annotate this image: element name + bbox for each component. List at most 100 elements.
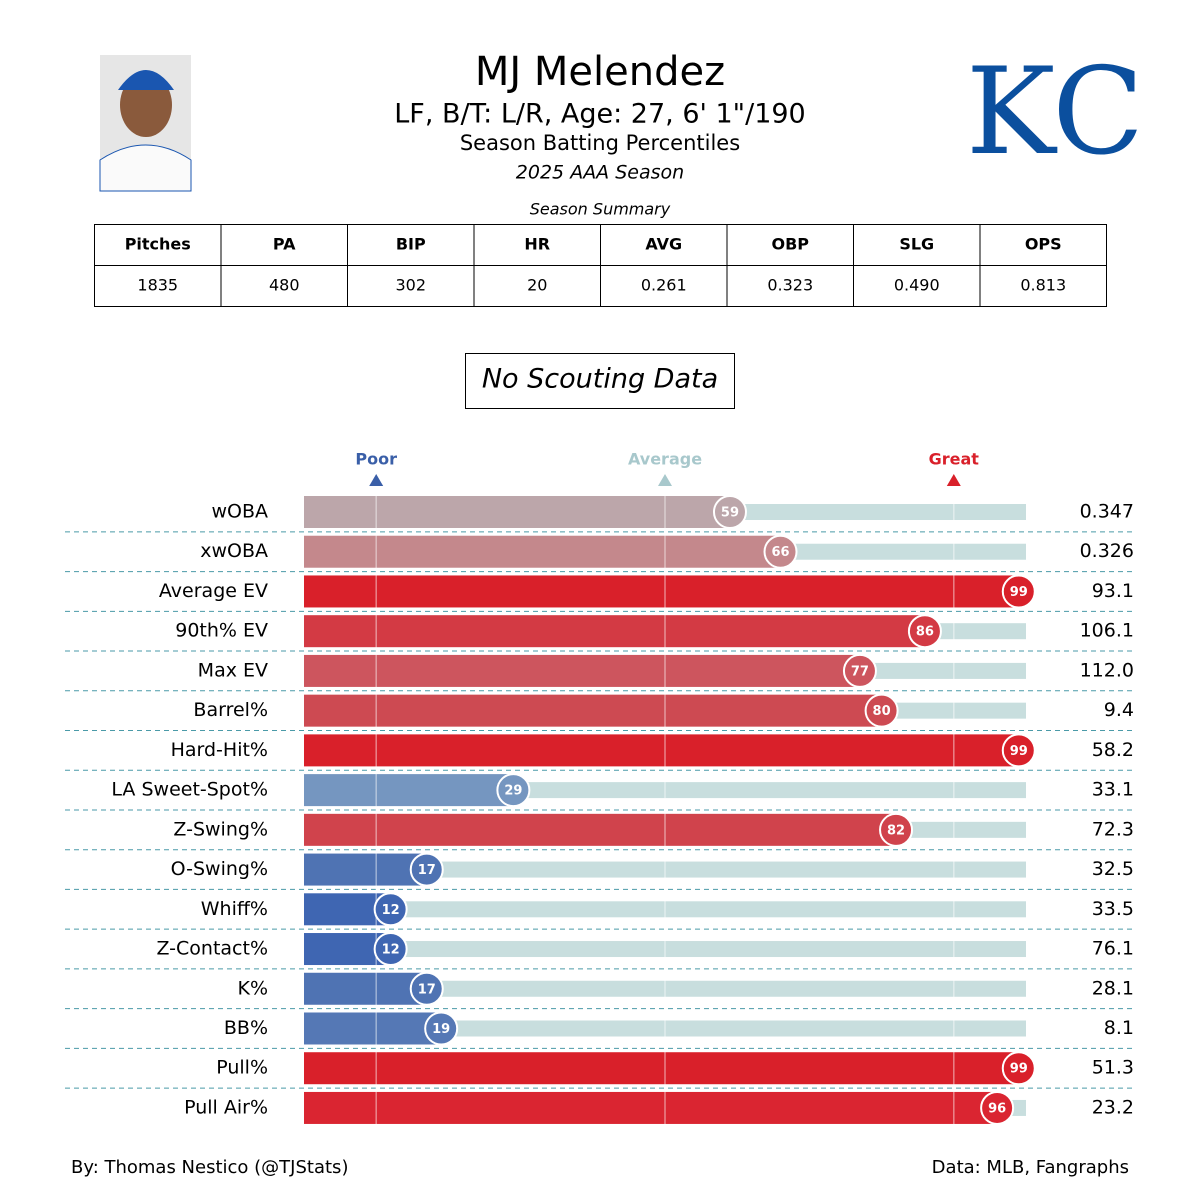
table-value: 0.490 bbox=[894, 276, 940, 295]
metric-label: Barrel% bbox=[193, 699, 268, 721]
bar bbox=[304, 774, 514, 807]
stat-value: 28.1 bbox=[1092, 977, 1134, 999]
marker-label: Average bbox=[628, 450, 702, 469]
marker-triangle bbox=[946, 474, 961, 486]
stat-value: 106.1 bbox=[1080, 620, 1134, 642]
percentile-label: 29 bbox=[504, 784, 522, 799]
stat-value: 93.1 bbox=[1092, 580, 1134, 602]
track bbox=[304, 901, 1026, 918]
table-value: 302 bbox=[395, 276, 426, 295]
percentile-label: 66 bbox=[771, 545, 789, 560]
metric-label: Whiff% bbox=[201, 898, 268, 920]
percentile-label: 99 bbox=[1010, 585, 1028, 600]
bar bbox=[304, 1091, 998, 1124]
table-value: 480 bbox=[269, 276, 300, 295]
bar bbox=[304, 853, 427, 886]
percentile-label: 59 bbox=[721, 506, 739, 521]
marker-label: Great bbox=[929, 450, 980, 469]
stat-value: 76.1 bbox=[1092, 938, 1134, 960]
stat-value: 0.347 bbox=[1080, 501, 1134, 523]
percentile-label: 80 bbox=[873, 704, 891, 719]
bar bbox=[304, 1012, 442, 1045]
percentile-label: 12 bbox=[382, 943, 400, 958]
metric-label: O-Swing% bbox=[171, 858, 268, 880]
percentile-label: 99 bbox=[1010, 744, 1028, 759]
percentile-dot bbox=[424, 1011, 459, 1046]
percentile-label: 12 bbox=[382, 903, 400, 918]
table-value: 0.323 bbox=[767, 276, 813, 295]
metric-label: wOBA bbox=[211, 501, 268, 523]
bar bbox=[304, 496, 730, 528]
table-header: BIP bbox=[396, 235, 426, 254]
table-header: Pitches bbox=[125, 235, 191, 254]
metric-label: Max EV bbox=[198, 659, 268, 681]
marker-triangle bbox=[658, 474, 672, 486]
percentile-dot bbox=[1001, 574, 1036, 609]
bar bbox=[304, 813, 897, 846]
percentile-label: 19 bbox=[432, 1022, 450, 1037]
stat-value: 112.0 bbox=[1080, 659, 1134, 681]
season: 2025 AAA Season bbox=[516, 162, 684, 184]
track bbox=[304, 1020, 1026, 1037]
percentile-dot bbox=[712, 495, 747, 529]
subtitle: Season Batting Percentiles bbox=[460, 131, 740, 155]
table-value: 0.261 bbox=[641, 276, 687, 295]
metric-label: Average EV bbox=[159, 580, 268, 602]
bar bbox=[304, 734, 1019, 767]
track bbox=[304, 861, 1026, 878]
team-logo: KC bbox=[966, 43, 1144, 182]
scouting-box bbox=[465, 353, 735, 409]
stat-value: 0.326 bbox=[1080, 540, 1134, 562]
percentile-label: 77 bbox=[851, 664, 869, 679]
percentile-label: 86 bbox=[916, 625, 934, 640]
player-jersey bbox=[99, 144, 192, 192]
metric-label: Pull% bbox=[216, 1057, 268, 1079]
table-header: HR bbox=[524, 235, 550, 254]
percentile-label: 99 bbox=[1010, 1062, 1028, 1077]
table-value: 20 bbox=[527, 276, 547, 295]
percentile-dot bbox=[373, 892, 408, 927]
percentile-dot bbox=[1001, 1051, 1036, 1086]
bar bbox=[304, 694, 882, 727]
footer-left: By: Thomas Nestico (@TJStats) bbox=[71, 1157, 348, 1178]
track bbox=[304, 941, 1026, 958]
stat-value: 33.1 bbox=[1092, 779, 1134, 801]
metric-label: Z-Swing% bbox=[173, 818, 268, 840]
table-value: 0.813 bbox=[1020, 276, 1066, 295]
stat-value: 8.1 bbox=[1104, 1017, 1134, 1039]
table-header: AVG bbox=[645, 235, 682, 254]
table-header: OBP bbox=[771, 235, 809, 254]
percentile-dot bbox=[373, 932, 408, 967]
bar bbox=[304, 535, 781, 568]
scouting-note: No Scouting Data bbox=[482, 364, 718, 395]
track bbox=[304, 980, 1026, 997]
percentile-label: 17 bbox=[418, 982, 436, 997]
percentile-dot bbox=[980, 1090, 1015, 1125]
metric-label: 90th% EV bbox=[175, 620, 268, 642]
player-cap bbox=[118, 70, 174, 90]
percentile-dot bbox=[763, 534, 798, 569]
percentile-dot bbox=[907, 614, 942, 649]
percentile-dot bbox=[1001, 733, 1036, 768]
table-title: Season Summary bbox=[530, 200, 671, 219]
table-value: 1835 bbox=[137, 276, 178, 295]
percentile-label: 17 bbox=[418, 863, 436, 878]
percentile-dot bbox=[879, 812, 914, 847]
percentile-label: 96 bbox=[988, 1101, 1006, 1116]
percentile-label: 82 bbox=[887, 823, 905, 838]
table-header: PA bbox=[273, 235, 296, 254]
bar bbox=[304, 654, 860, 687]
stat-value: 32.5 bbox=[1092, 858, 1134, 880]
percentile-dot bbox=[409, 971, 444, 1006]
stat-value: 9.4 bbox=[1104, 699, 1134, 721]
table-cell bbox=[979, 265, 1107, 307]
player-bio: LF, B/T: L/R, Age: 27, 6' 1"/190 bbox=[394, 99, 805, 130]
percentile-dot bbox=[842, 653, 877, 688]
metric-label: BB% bbox=[224, 1017, 268, 1039]
bar bbox=[304, 575, 1019, 608]
metric-label: Hard-Hit% bbox=[171, 739, 268, 761]
table-header: OPS bbox=[1025, 235, 1062, 254]
stat-value: 33.5 bbox=[1092, 898, 1134, 920]
marker-label: Poor bbox=[355, 450, 397, 469]
